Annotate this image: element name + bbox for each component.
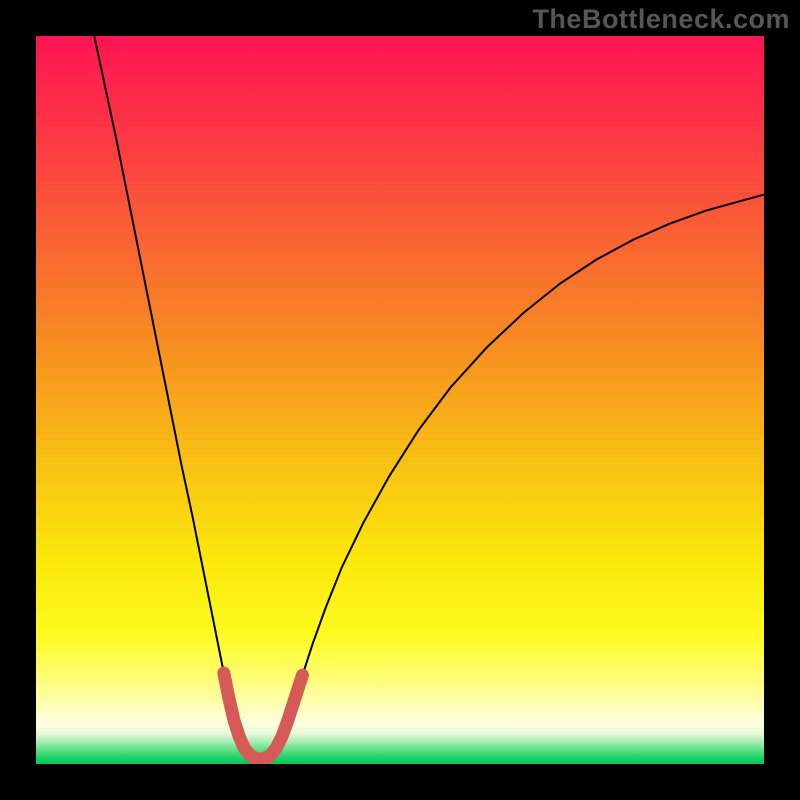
plot-area: [36, 36, 764, 764]
watermark-label: TheBottleneck.com: [532, 4, 790, 35]
plot-background: [36, 36, 764, 764]
plot-svg: [36, 36, 764, 764]
